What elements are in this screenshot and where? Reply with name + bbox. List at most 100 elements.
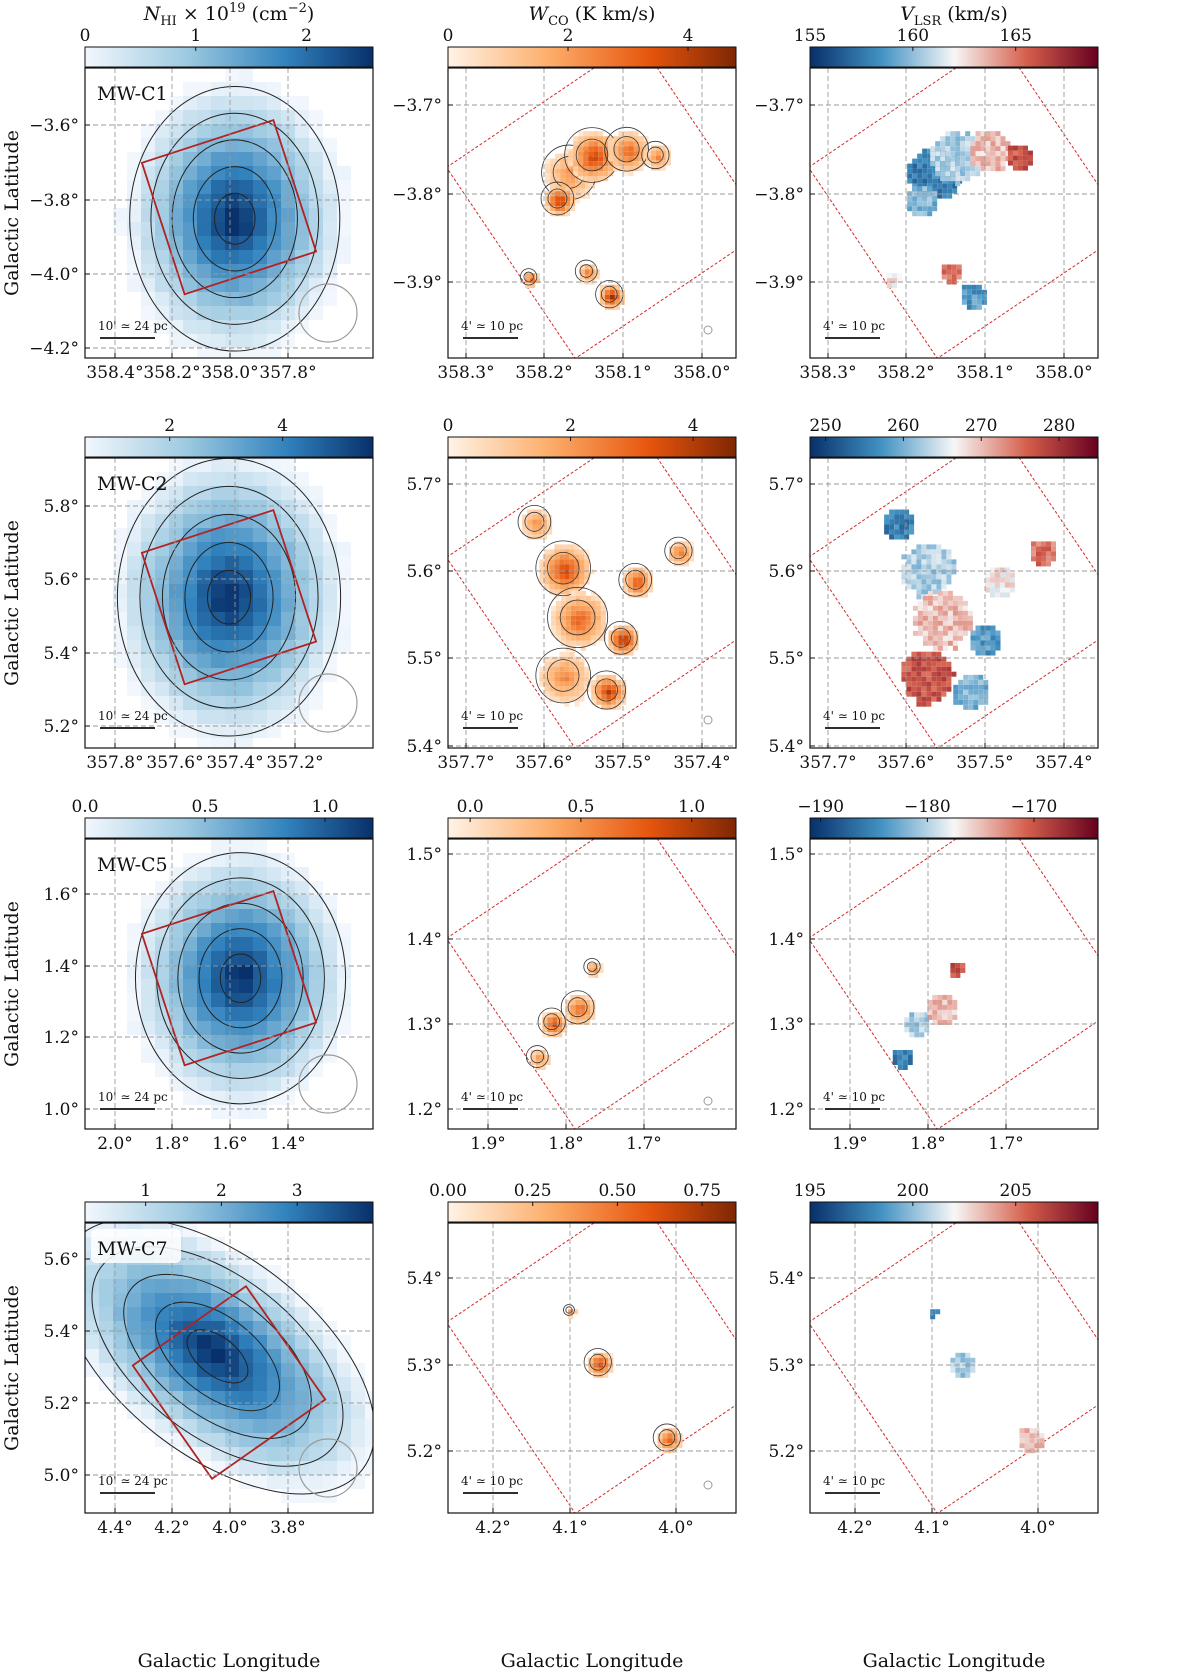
vel-pixel [995, 630, 1001, 636]
co-pixel [550, 173, 556, 179]
vel-pixel [973, 699, 979, 705]
hi-pixel [253, 152, 267, 166]
vel-pixel [942, 193, 948, 199]
co-pixel [603, 1372, 609, 1378]
x-tick-label: 357.4° [206, 753, 263, 773]
vel-pixel [917, 173, 923, 179]
vel-pixel [965, 131, 971, 137]
y-tick-label: 1.5° [406, 845, 442, 865]
vel-pixel [957, 625, 963, 631]
y-tick-label: 5.2° [43, 717, 79, 737]
vel-pixel [917, 186, 923, 192]
vel-pixel [926, 574, 932, 580]
hi-pixel [323, 556, 337, 570]
colorbar-gradient [447, 46, 737, 68]
hi-pixel [295, 1391, 309, 1405]
co-pixel [539, 559, 545, 565]
vel-pixel [932, 168, 938, 174]
co-pixel [679, 556, 684, 562]
co-pixel [537, 509, 543, 515]
co-pixel [595, 595, 601, 601]
co-pixel [628, 141, 634, 147]
co-pixel [564, 549, 570, 555]
hi-pixel [211, 124, 225, 138]
vel-pixel [980, 156, 986, 162]
co-pixel [583, 146, 589, 152]
vel-pixel [927, 610, 933, 616]
co-pixel [554, 584, 560, 590]
vel-pixel [978, 674, 984, 680]
hi-pixel [239, 1049, 253, 1063]
co-pixel [650, 150, 656, 156]
vel-pixel [950, 1357, 956, 1363]
co-pixel [642, 577, 648, 583]
beam-circle [298, 673, 358, 733]
co-pixel [525, 273, 530, 279]
y-tick-label: −3.8° [29, 191, 79, 211]
vel-pixel [926, 579, 932, 585]
co-pixel [570, 625, 576, 631]
vel-pixel [1031, 551, 1036, 557]
vel-pixel [958, 684, 964, 690]
co-pixel [595, 630, 601, 636]
co-pixel [574, 691, 580, 697]
vel-pixel [906, 579, 912, 585]
hi-pixel [309, 556, 323, 570]
vel-pixel [892, 1059, 898, 1065]
hi-pixel [253, 194, 267, 208]
hi-pixel [225, 1349, 239, 1363]
vel-pixel [947, 630, 953, 636]
hi-pixel [253, 542, 267, 556]
co-pixel [595, 605, 601, 611]
footprint-square [140, 118, 318, 296]
vel-pixel [931, 696, 937, 702]
vel-pixel [927, 1014, 933, 1020]
vel-pixel [937, 625, 943, 631]
hi-pixel [211, 458, 225, 472]
co-pixel [578, 171, 584, 177]
co-pixel [554, 661, 560, 667]
vel-pixel [906, 569, 912, 575]
hi-pixel [239, 500, 253, 514]
hi-pixel [281, 1063, 295, 1077]
hi-pixel [183, 306, 197, 320]
co-pixel [550, 158, 556, 164]
vel-pixel [965, 161, 971, 167]
vel-pixel [952, 625, 958, 631]
hi-pixel [183, 264, 197, 278]
vel-pixel [956, 274, 962, 280]
colorbar-tick-label: 195 [794, 1181, 826, 1201]
hi-pixel [337, 1007, 351, 1021]
hi-pixel [113, 1293, 127, 1307]
vel-pixel [916, 651, 922, 657]
co-pixel [580, 630, 586, 636]
vel-pixel [955, 166, 961, 172]
co-pixel [560, 196, 566, 202]
vel-pixel [909, 519, 915, 525]
co-pixel [580, 600, 586, 606]
hi-pixel [323, 951, 337, 965]
vel-pixel [924, 1012, 930, 1018]
vel-pixel [1039, 1443, 1045, 1449]
hi-pixel [239, 1433, 253, 1447]
hi-pixel [85, 1279, 99, 1293]
hi-pixel [267, 867, 281, 881]
hi-pixel [141, 1021, 155, 1035]
vel-pixel [917, 191, 923, 197]
co-pixel [637, 577, 643, 583]
co-pixel [565, 615, 571, 621]
vel-pixel [962, 615, 968, 621]
hi-pixel [337, 598, 351, 612]
vel-pixel [950, 176, 956, 182]
co-pixel [574, 656, 580, 662]
hi-pixel [295, 542, 309, 556]
vel-pixel [936, 544, 942, 550]
hi-pixel [267, 1349, 281, 1363]
vel-pixel [965, 1367, 971, 1373]
co-pixel [588, 156, 594, 162]
co-pixel [632, 577, 638, 583]
vel-pixel [932, 645, 938, 651]
vel-pixel [921, 696, 927, 702]
vel-pixel [916, 686, 922, 692]
vel-pixel [946, 574, 952, 580]
